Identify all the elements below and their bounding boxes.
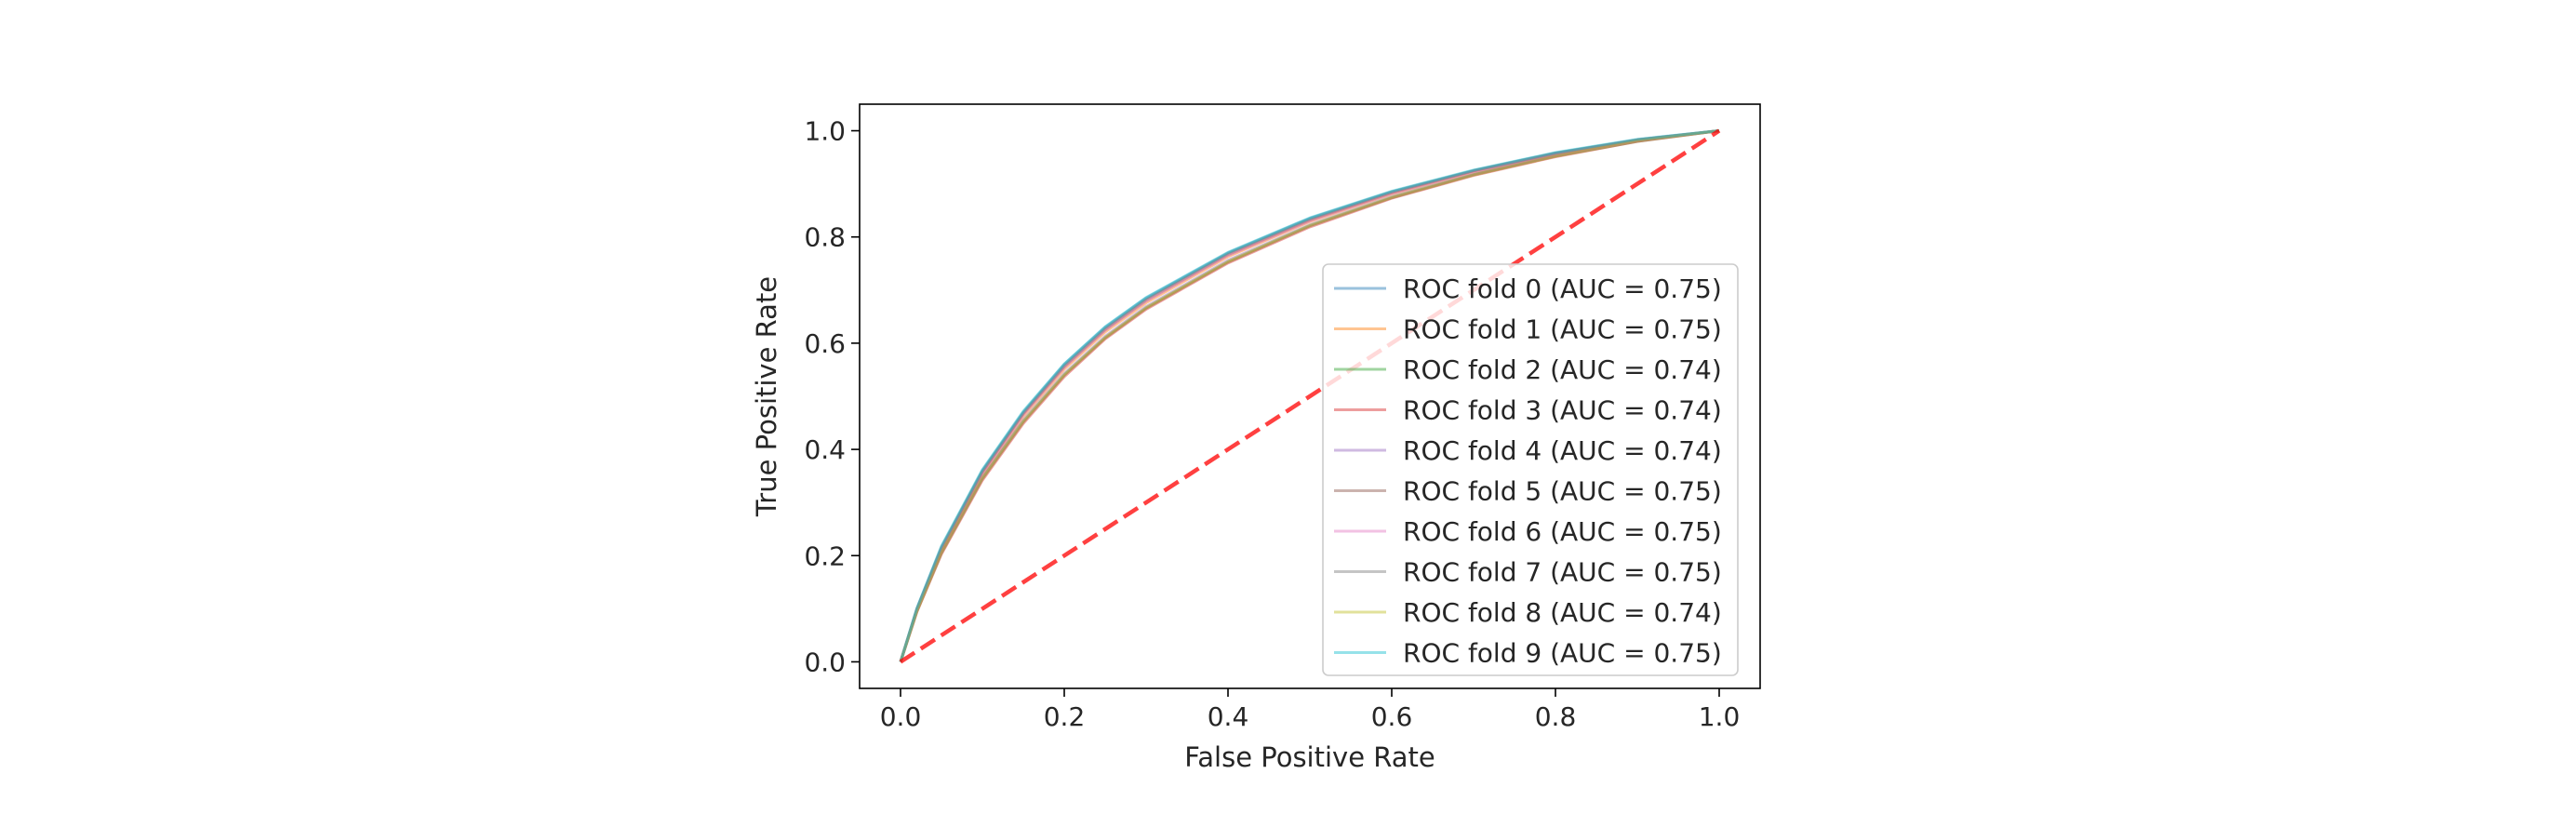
legend-label-fold-7: ROC fold 7 (AUC = 0.75) (1403, 557, 1722, 588)
roc-curve-fold-3 (899, 129, 1720, 662)
x-tick-label: 0.4 (1208, 701, 1249, 732)
legend-label-fold-3: ROC fold 3 (AUC = 0.74) (1403, 395, 1722, 426)
y-tick-label: 0.6 (804, 328, 846, 359)
roc-curve-fold-6 (899, 129, 1720, 662)
x-tick-label: 0.8 (1535, 701, 1577, 732)
y-tick-label: 0.8 (804, 222, 846, 253)
roc-curve-fold-8 (899, 129, 1720, 662)
legend-label-fold-8: ROC fold 8 (AUC = 0.74) (1403, 597, 1722, 628)
x-tick-label: 0.0 (880, 701, 922, 732)
y-axis-title: True Positive Rate (751, 276, 782, 517)
y-tick-label: 0.0 (804, 647, 846, 677)
legend-label-fold-2: ROC fold 2 (AUC = 0.74) (1403, 354, 1722, 385)
roc-curve-fold-4 (899, 129, 1720, 662)
plot-frame (859, 103, 1761, 689)
chance-diagonal-line (899, 128, 1721, 664)
legend-box (1322, 263, 1739, 676)
x-axis-title: False Positive Rate (1184, 741, 1435, 773)
roc-curve-fold-1 (899, 129, 1720, 662)
legend-label-fold-1: ROC fold 1 (AUC = 0.75) (1403, 314, 1722, 345)
roc-curve-fold-0 (899, 129, 1720, 662)
roc-curve-fold-9 (899, 129, 1720, 662)
roc-curve-fold-5 (899, 129, 1720, 662)
legend-label-fold-9: ROC fold 9 (AUC = 0.75) (1403, 638, 1722, 669)
x-tick-label: 1.0 (1699, 701, 1741, 732)
roc-curve-fold-2 (899, 129, 1720, 662)
legend-label-fold-6: ROC fold 6 (AUC = 0.75) (1403, 516, 1722, 547)
roc-curve-fold-7 (899, 129, 1720, 662)
legend-label-fold-5: ROC fold 5 (AUC = 0.75) (1403, 476, 1722, 507)
y-tick-label: 1.0 (804, 116, 846, 147)
legend: ROC fold 0 (AUC = 0.75) ROC fold 1 (AUC =… (1322, 263, 1739, 676)
legend-label-fold-4: ROC fold 4 (AUC = 0.74) (1403, 435, 1722, 466)
x-tick-label: 0.6 (1371, 701, 1413, 732)
y-tick-label: 0.4 (804, 434, 846, 465)
legend-label-fold-0: ROC fold 0 (AUC = 0.75) (1403, 273, 1722, 304)
x-tick-label: 0.2 (1044, 701, 1086, 732)
y-tick-label: 0.2 (804, 540, 846, 571)
